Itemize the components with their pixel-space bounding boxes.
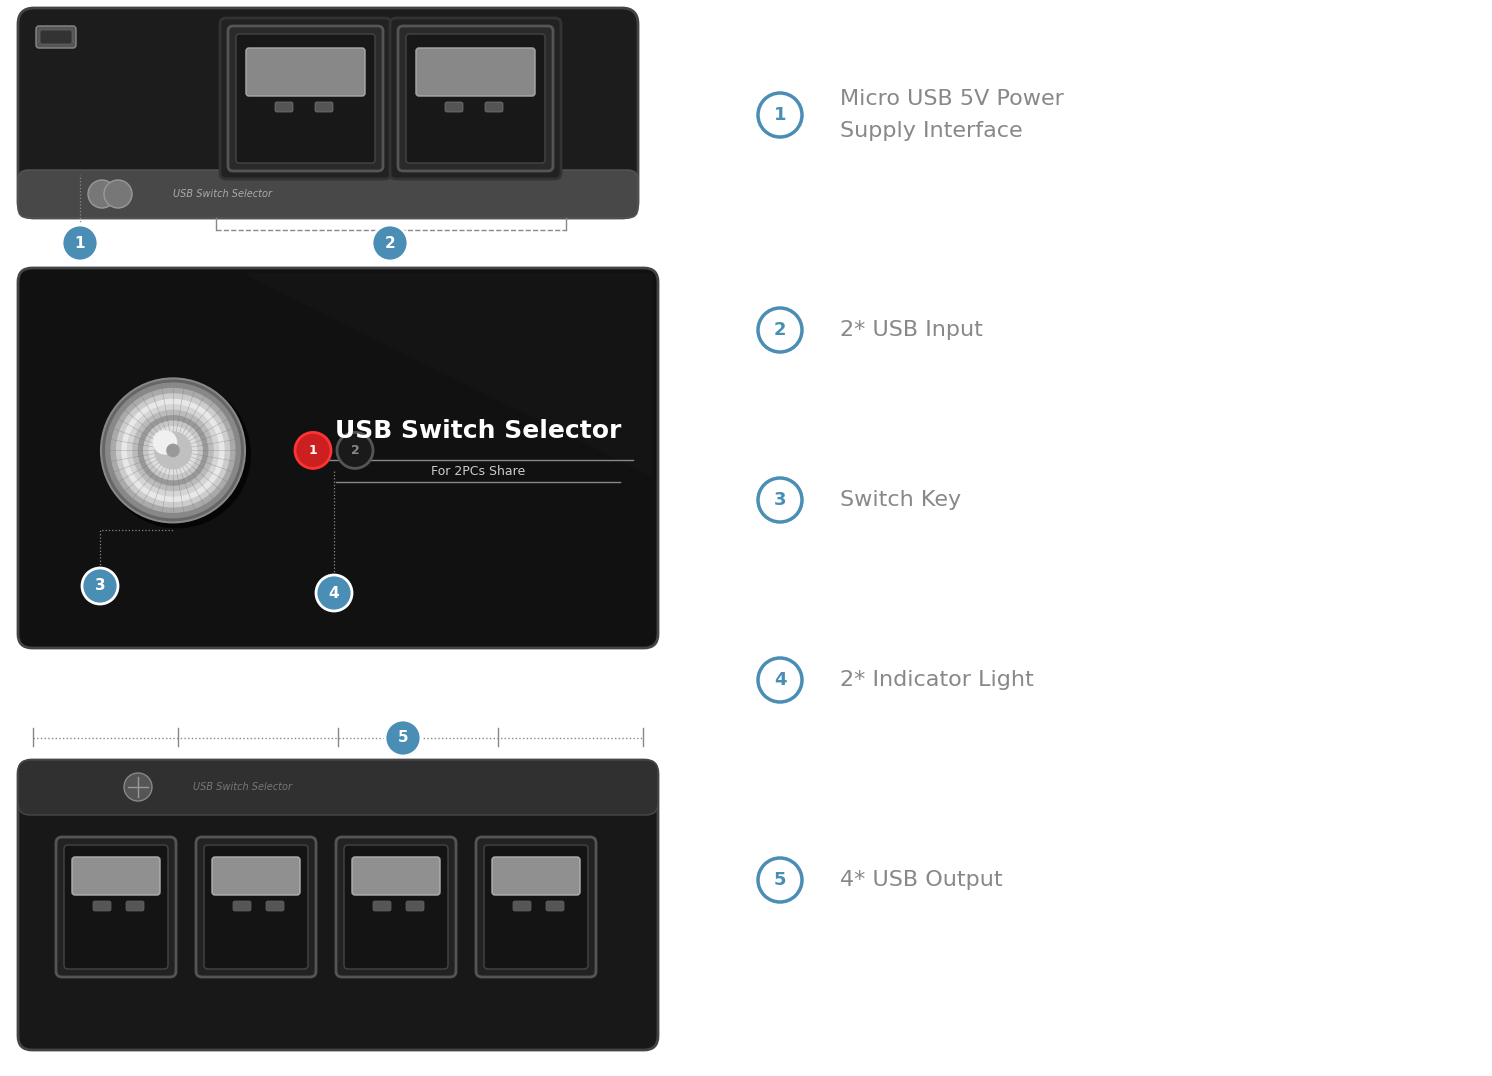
FancyBboxPatch shape [345,845,448,969]
FancyBboxPatch shape [275,102,292,112]
Circle shape [63,225,98,261]
Text: 2: 2 [774,321,786,339]
Circle shape [385,720,421,756]
Text: 3: 3 [94,579,106,594]
FancyBboxPatch shape [18,170,639,218]
Circle shape [88,180,116,208]
Text: 3: 3 [774,491,786,509]
Text: 2: 2 [385,236,395,251]
Circle shape [758,858,803,902]
FancyBboxPatch shape [336,837,457,977]
Text: Micro USB 5V Power: Micro USB 5V Power [840,89,1064,109]
Text: 5: 5 [774,870,786,889]
FancyBboxPatch shape [315,102,333,112]
FancyBboxPatch shape [195,837,316,977]
FancyBboxPatch shape [18,268,658,648]
FancyBboxPatch shape [406,901,424,911]
Circle shape [101,379,245,523]
Text: 4: 4 [328,585,339,600]
Polygon shape [242,273,653,477]
FancyBboxPatch shape [373,901,391,911]
Circle shape [166,443,181,457]
Text: Switch Key: Switch Key [840,490,961,510]
FancyBboxPatch shape [476,837,595,977]
Text: 2* USB Input: 2* USB Input [840,320,983,340]
FancyBboxPatch shape [72,856,160,895]
FancyBboxPatch shape [233,901,251,911]
Circle shape [758,659,803,702]
FancyBboxPatch shape [483,845,588,969]
Circle shape [337,433,373,468]
Text: 4* USB Output: 4* USB Output [840,870,1003,890]
Circle shape [127,405,219,497]
Circle shape [121,399,225,502]
Circle shape [152,430,178,455]
FancyBboxPatch shape [492,856,580,895]
Circle shape [82,568,118,604]
Text: ASNI: ASNI [40,38,66,48]
FancyBboxPatch shape [406,34,545,162]
FancyBboxPatch shape [398,26,554,171]
Text: 5: 5 [398,731,409,746]
FancyBboxPatch shape [228,26,383,171]
Text: 2: 2 [351,444,360,457]
Text: Supply Interface: Supply Interface [840,121,1022,141]
Text: 2* Indicator Light: 2* Indicator Light [840,670,1034,690]
FancyBboxPatch shape [40,30,72,44]
FancyBboxPatch shape [445,102,463,112]
Circle shape [758,308,803,352]
Text: 1: 1 [309,444,318,457]
FancyBboxPatch shape [204,845,307,969]
Text: 1: 1 [75,236,85,251]
FancyBboxPatch shape [389,18,561,179]
Circle shape [758,93,803,137]
FancyBboxPatch shape [485,102,503,112]
FancyBboxPatch shape [266,901,283,911]
FancyBboxPatch shape [125,901,145,911]
Circle shape [133,410,213,492]
FancyBboxPatch shape [93,901,110,911]
FancyBboxPatch shape [246,48,366,96]
Text: USB Switch Selector: USB Switch Selector [173,189,272,199]
Circle shape [104,382,242,519]
Circle shape [143,421,203,480]
Text: USB Switch Selector: USB Switch Selector [192,782,292,792]
FancyBboxPatch shape [212,856,300,895]
FancyBboxPatch shape [18,760,658,1050]
Circle shape [137,415,209,485]
FancyBboxPatch shape [219,18,391,179]
Circle shape [154,431,192,469]
Circle shape [758,478,803,522]
FancyBboxPatch shape [36,26,76,48]
Text: 4: 4 [774,671,786,689]
FancyBboxPatch shape [513,901,531,911]
Circle shape [372,225,407,261]
Circle shape [149,426,197,475]
Circle shape [295,433,331,468]
FancyBboxPatch shape [57,837,176,977]
Circle shape [124,773,152,801]
FancyBboxPatch shape [236,34,374,162]
Text: 1: 1 [774,107,786,124]
Circle shape [104,180,131,208]
FancyBboxPatch shape [18,8,639,218]
Circle shape [103,381,251,528]
Circle shape [110,387,236,513]
FancyBboxPatch shape [416,48,536,96]
FancyBboxPatch shape [352,856,440,895]
FancyBboxPatch shape [18,760,658,815]
Text: USB Switch Selector: USB Switch Selector [334,420,621,443]
FancyBboxPatch shape [64,845,169,969]
Circle shape [316,575,352,611]
FancyBboxPatch shape [546,901,564,911]
Text: For 2PCs Share: For 2PCs Share [431,465,525,478]
Circle shape [116,394,230,508]
